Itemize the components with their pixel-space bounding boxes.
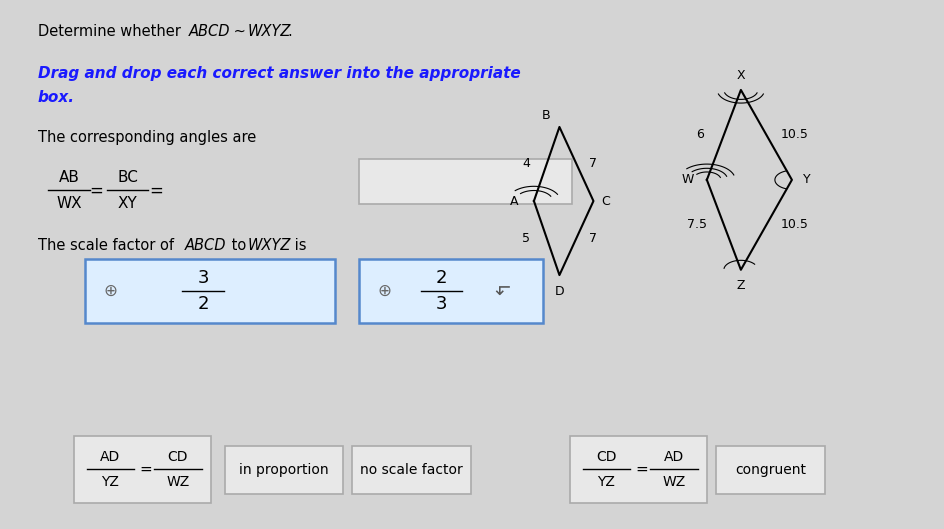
Text: Determine whether: Determine whether <box>38 24 190 39</box>
Text: ⊕: ⊕ <box>378 282 391 300</box>
Text: XY: XY <box>118 196 137 211</box>
FancyBboxPatch shape <box>352 446 470 494</box>
Text: .: . <box>287 24 292 39</box>
Text: X: X <box>735 69 745 82</box>
Text: Y: Y <box>802 174 810 186</box>
Text: ABCD: ABCD <box>185 239 227 253</box>
Text: ABCD: ABCD <box>189 24 230 39</box>
Text: B: B <box>541 108 549 122</box>
Text: AD: AD <box>664 450 683 464</box>
Text: 10.5: 10.5 <box>780 129 808 141</box>
Text: 3: 3 <box>197 269 209 287</box>
Text: D: D <box>554 285 564 298</box>
Text: YZ: YZ <box>101 475 119 489</box>
Text: C: C <box>600 195 609 207</box>
Text: CD: CD <box>167 450 188 464</box>
Text: Drag and drop each correct answer into the appropriate: Drag and drop each correct answer into t… <box>38 66 520 81</box>
FancyBboxPatch shape <box>359 159 571 204</box>
FancyBboxPatch shape <box>569 436 706 503</box>
Text: WXYZ: WXYZ <box>247 239 291 253</box>
Text: 3: 3 <box>435 295 447 313</box>
Text: no scale factor: no scale factor <box>360 463 463 477</box>
Text: WZ: WZ <box>662 475 685 489</box>
Text: ↳: ↳ <box>486 286 505 302</box>
Text: congruent: congruent <box>734 463 805 477</box>
Text: AD: AD <box>100 450 120 464</box>
FancyBboxPatch shape <box>74 436 211 503</box>
Text: 7: 7 <box>589 232 597 244</box>
Text: 2: 2 <box>435 269 447 287</box>
Text: The corresponding angles are: The corresponding angles are <box>38 130 256 144</box>
FancyBboxPatch shape <box>359 259 543 323</box>
Text: 7.5: 7.5 <box>686 218 707 231</box>
Text: 7: 7 <box>589 158 597 170</box>
Text: WXYZ: WXYZ <box>247 24 291 39</box>
Text: in proportion: in proportion <box>239 463 329 477</box>
FancyBboxPatch shape <box>85 259 335 323</box>
Text: BC: BC <box>117 170 138 185</box>
Text: ⊕: ⊕ <box>104 282 117 300</box>
Text: W: W <box>681 174 693 186</box>
Text: CD: CD <box>596 450 616 464</box>
Text: WX: WX <box>56 196 82 211</box>
Text: 6: 6 <box>696 129 703 141</box>
Text: YZ: YZ <box>597 475 615 489</box>
Text: to: to <box>227 239 250 253</box>
FancyBboxPatch shape <box>716 446 824 494</box>
Text: =: = <box>90 181 103 199</box>
Text: ∼: ∼ <box>228 24 250 39</box>
Text: box.: box. <box>38 90 75 105</box>
Text: AB: AB <box>59 170 79 185</box>
Text: 2: 2 <box>197 295 209 313</box>
Text: =: = <box>635 462 648 477</box>
Text: 5: 5 <box>521 232 530 244</box>
Text: 4: 4 <box>521 158 530 170</box>
Text: 10.5: 10.5 <box>780 218 808 231</box>
Text: is: is <box>290 239 306 253</box>
Text: A: A <box>510 195 518 207</box>
Text: Z: Z <box>736 279 744 293</box>
FancyBboxPatch shape <box>225 446 343 494</box>
Text: WZ: WZ <box>166 475 190 489</box>
Text: =: = <box>140 462 152 477</box>
Text: The scale factor of: The scale factor of <box>38 239 178 253</box>
Text: =: = <box>149 181 162 199</box>
